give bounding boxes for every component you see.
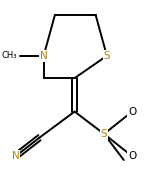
Text: N: N [40,51,48,61]
Text: N: N [12,151,20,161]
Text: CH₃: CH₃ [1,51,17,60]
Text: S: S [101,129,107,139]
Text: O: O [128,151,136,161]
Text: S: S [104,51,110,61]
Text: O: O [128,107,136,117]
